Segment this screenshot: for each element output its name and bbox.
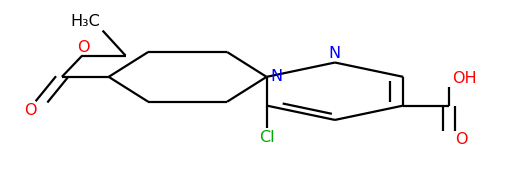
Text: O: O bbox=[77, 40, 90, 55]
Text: N: N bbox=[271, 69, 283, 84]
Text: O: O bbox=[455, 132, 468, 146]
Text: Cl: Cl bbox=[259, 130, 274, 145]
Text: OH: OH bbox=[452, 71, 476, 86]
Text: N: N bbox=[329, 46, 341, 61]
Text: O: O bbox=[24, 103, 36, 118]
Text: H₃C: H₃C bbox=[70, 14, 100, 29]
